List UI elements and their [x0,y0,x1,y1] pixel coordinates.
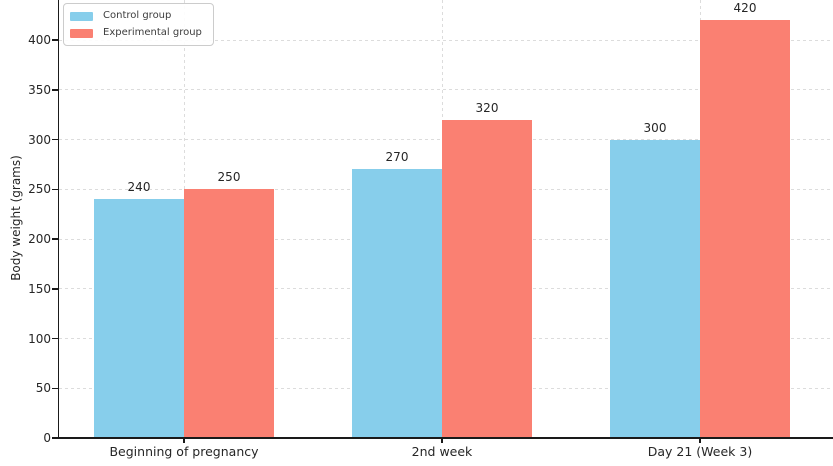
x-tick-mark [441,438,443,443]
y-tick-mark [52,288,58,290]
y-axis-title: Body weight (grams) [9,155,23,281]
value-label-control-0: 240 [127,180,151,195]
gridline-horizontal [59,89,833,91]
bar-experimental-1 [442,119,532,438]
y-tick-mark [52,39,58,41]
y-tick-label: 100 [28,331,51,346]
legend-label-experimental: Experimental group [103,27,202,38]
legend-label-control: Control group [103,10,172,21]
y-tick-mark [52,89,58,91]
bar-experimental-2 [700,20,790,438]
y-tick-label: 150 [28,281,51,296]
y-tick-mark [52,337,58,340]
control-group-swatch [70,11,93,21]
y-tick-mark [52,138,58,141]
y-axis-spine [57,0,59,439]
y-tick-mark [52,387,58,389]
y-tick-label: 200 [28,232,51,246]
bar-experimental-0 [184,189,274,438]
x-tick-mark [183,438,185,443]
experimental-group-swatch [70,28,93,38]
y-tick-mark [52,188,58,190]
legend-item-experimental: Experimental group [70,27,202,39]
value-label-experimental-2: 420 [733,1,757,16]
bar-control-2 [610,139,700,438]
value-label-control-2: 300 [643,120,667,135]
x-tick-mark [699,438,701,443]
y-tick-label: 400 [28,33,51,47]
x-tick-label: Day 21 (Week 3) [647,444,753,459]
value-label-control-1: 270 [385,150,409,165]
bar-control-1 [352,169,442,438]
value-label-experimental-1: 320 [475,100,499,115]
y-tick-label: 0 [43,431,51,445]
y-tick-label: 300 [28,132,51,147]
y-tick-mark [52,437,58,439]
value-label-experimental-0: 250 [217,170,241,185]
y-tick-label: 350 [28,82,51,97]
y-tick-label: 50 [35,381,51,396]
y-tick-mark [52,238,58,240]
legend: Control group Experimental group [63,3,214,46]
x-axis-spine [57,437,833,439]
legend-item-control: Control group [70,10,202,22]
gridline-horizontal [59,39,833,41]
x-tick-label: 2nd week [411,444,473,459]
bar-control-0 [94,199,184,438]
y-tick-label: 250 [28,182,51,197]
x-tick-label: Beginning of pregnancy [109,444,259,459]
